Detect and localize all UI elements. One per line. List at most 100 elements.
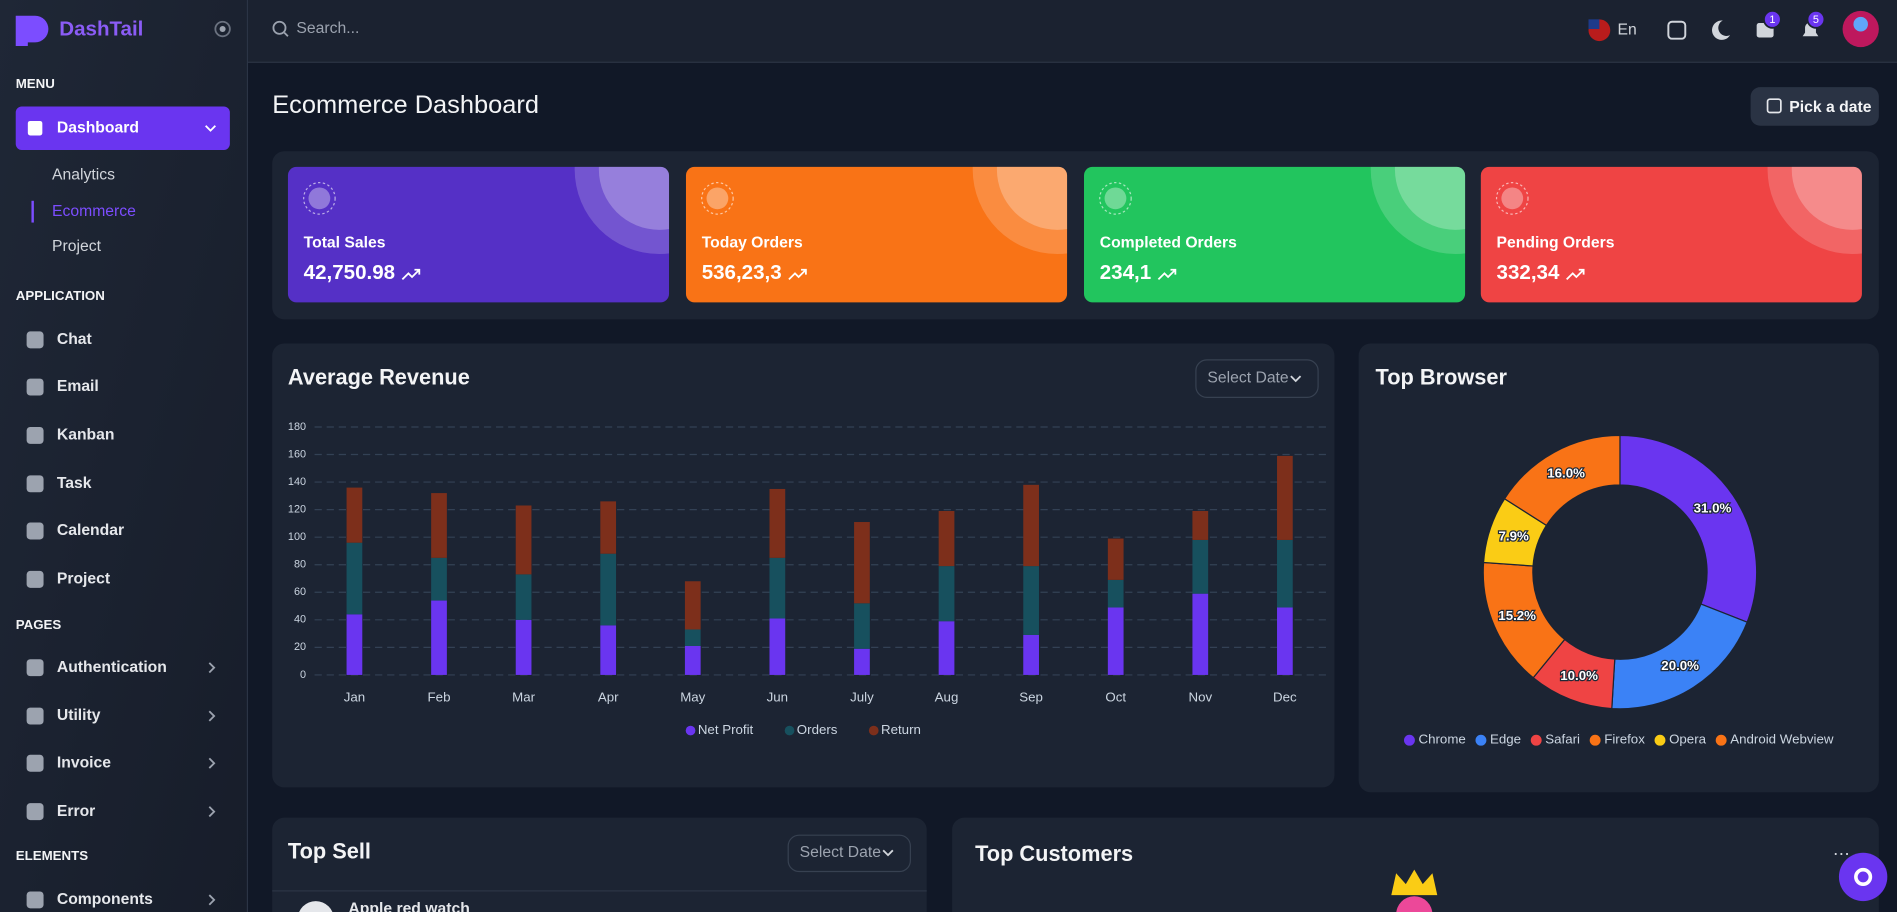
stat-icon-ring [1099, 182, 1132, 215]
stat-icon [706, 187, 729, 210]
nav-label[interactable]: Invoice [57, 754, 111, 771]
nav-icon [26, 659, 44, 677]
top-sell-card [272, 817, 927, 912]
bar-segment [854, 603, 870, 649]
collapse-dot [219, 26, 226, 33]
nav-label[interactable]: Project [57, 571, 111, 588]
legend-label[interactable]: Android Webview [1730, 732, 1834, 747]
logo-icon [15, 15, 49, 46]
browser-card [1358, 343, 1879, 793]
x-tick-label: Sep [1019, 689, 1043, 704]
revenue-select[interactable]: Select Date [1195, 359, 1319, 398]
nav-icon [26, 803, 44, 821]
header [248, 0, 1897, 62]
badge [1763, 9, 1782, 29]
legend-marker [1715, 734, 1727, 746]
x-tick-label: Apr [598, 689, 619, 704]
theme-icon[interactable] [1712, 20, 1731, 40]
decor-circle [996, 166, 1068, 230]
stat-icon-ring [701, 182, 734, 215]
bar-segment [346, 487, 363, 543]
bar-segment [1107, 538, 1124, 580]
stat-value: 536,23,3 [702, 261, 782, 284]
bar-segment [769, 488, 786, 558]
collapse-toggle[interactable] [214, 20, 231, 38]
product-name[interactable]: Apple red watch [348, 901, 469, 912]
language[interactable]: En [1588, 19, 1637, 42]
section-title: APPLICATION [16, 288, 105, 303]
nav-icon [26, 754, 44, 772]
nav-label[interactable]: Error [57, 803, 95, 820]
stat-icon [1104, 187, 1127, 210]
badge-count: 1 [1769, 14, 1775, 26]
badge [1806, 9, 1826, 29]
nav-label[interactable]: Calendar [57, 522, 124, 539]
nav-item-active[interactable] [15, 106, 230, 150]
card-title: Top Sell [288, 838, 371, 863]
decor-circle [1394, 166, 1466, 230]
legend-label[interactable]: Firefox [1604, 732, 1645, 747]
nav-label[interactable]: Email [57, 378, 99, 395]
bar-segment [1192, 593, 1209, 675]
x-tick-label: Oct [1105, 689, 1126, 704]
product-image [299, 901, 333, 912]
stat-label: Today Orders [702, 234, 803, 251]
nav-label[interactable]: Utility [57, 707, 101, 724]
legend-label[interactable]: Safari [1545, 732, 1580, 747]
nav-label[interactable]: Components [57, 891, 153, 908]
legend-label[interactable]: Opera [1669, 732, 1707, 747]
sidebar-nav: MENU Dashboard Analytics Ecommerce Project AP… [15, 76, 230, 909]
nav-label[interactable]: Authentication [57, 659, 167, 676]
stat-icon-ring [1495, 182, 1529, 215]
legend-marker [1403, 734, 1415, 746]
bar-segment [346, 542, 363, 615]
x-tick-label: Jun [767, 689, 788, 704]
logo[interactable]: DashTail [15, 15, 144, 46]
stat-value: 42,750.98 [304, 261, 395, 284]
legend-marker [1654, 734, 1666, 746]
decor-circle [598, 166, 670, 230]
decor-circle [574, 166, 670, 255]
search[interactable]: Search... [272, 20, 359, 37]
bar-segment [515, 619, 532, 675]
legend-label[interactable]: Orders [797, 722, 838, 737]
bar-segment [684, 629, 701, 647]
section-title: PAGES [16, 617, 62, 632]
stats: Total Sales 42,750.98 Today Orders 536,23,3… [287, 166, 1862, 303]
y-tick-label: 40 [294, 614, 306, 626]
stat-label: Pending Orders [1497, 234, 1615, 251]
select-box [1195, 359, 1319, 398]
decor-circle [1370, 166, 1466, 255]
stat-decor [1370, 166, 1466, 255]
legend-label[interactable]: Chrome [1419, 732, 1466, 747]
more-menu[interactable]: ⋯ [1833, 845, 1850, 864]
legend-label[interactable]: Net Profit [698, 722, 754, 737]
nav-label[interactable]: Task [57, 475, 92, 492]
section-title: MENU [16, 76, 55, 91]
bar-segment [600, 501, 617, 554]
legend-label[interactable]: Edge [1490, 732, 1521, 747]
nav-label[interactable]: Dashboard [57, 119, 139, 136]
trend-icon [1157, 268, 1177, 281]
date-button[interactable]: Pick a date [1750, 87, 1879, 126]
date-button-bg [1750, 87, 1879, 126]
nav-subitem[interactable]: Ecommerce [52, 203, 136, 220]
language-label: En [1618, 21, 1637, 38]
x-tick-label: Jan [344, 689, 365, 704]
data-label: 20.0% [1661, 658, 1699, 673]
x-tick-label: Dec [1273, 689, 1297, 704]
chevron [208, 710, 216, 722]
nav-label[interactable]: Kanban [57, 427, 115, 444]
x-tick-label: July [850, 689, 874, 704]
nav-label[interactable]: Chat [57, 331, 93, 348]
nav-subitem[interactable]: Analytics [52, 167, 115, 184]
nav-subitem[interactable]: Project [52, 238, 102, 255]
stat-decor [574, 166, 670, 255]
bar-segment [938, 621, 955, 675]
nav-icon [26, 426, 44, 444]
legend-label[interactable]: Return [881, 722, 921, 737]
fullscreen-icon[interactable] [1667, 20, 1687, 40]
top-sell-select[interactable]: Select Date [787, 834, 911, 873]
settings-button[interactable] [1838, 852, 1888, 902]
